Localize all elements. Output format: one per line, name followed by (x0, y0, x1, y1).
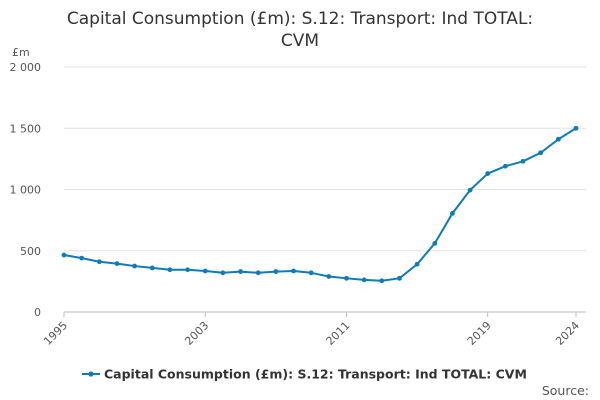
x-tick-label: 2011 (324, 319, 353, 348)
data-point[interactable] (308, 270, 314, 276)
y-axis-ticks: 0 500 1 000 1 500 2 000 (10, 61, 42, 319)
data-point[interactable] (520, 158, 526, 164)
x-tick-label: 1995 (41, 319, 70, 348)
data-point[interactable] (555, 136, 561, 142)
chart-title-line-1: Capital Consumption (£m): S.12: Transpor… (66, 9, 534, 29)
y-tick-label: 500 (20, 245, 41, 258)
y-tick-label: 0 (34, 306, 41, 319)
series-line (63, 127, 577, 282)
data-point[interactable] (79, 255, 85, 261)
data-point[interactable] (467, 187, 473, 193)
data-point[interactable] (132, 263, 138, 269)
data-point[interactable] (450, 210, 455, 216)
series-layer (61, 125, 579, 284)
y-axis-label: £m (12, 46, 30, 59)
data-point[interactable] (167, 267, 173, 273)
y-tick-label: 1 000 (10, 184, 42, 197)
data-point[interactable] (397, 275, 402, 281)
x-tick-label: 2024 (553, 319, 582, 348)
data-point[interactable] (414, 261, 420, 267)
data-point[interactable] (114, 261, 120, 267)
data-point[interactable] (202, 268, 208, 274)
chart-title-line-2: CVM (280, 31, 320, 51)
data-point[interactable] (220, 270, 226, 276)
data-point[interactable] (96, 259, 102, 265)
data-point[interactable] (344, 275, 349, 281)
legend-marker (88, 371, 94, 377)
x-tick-label: 2003 (182, 319, 211, 348)
x-axis-ticks: 1995 2003 2011 2019 2024 (41, 311, 586, 348)
y-tick-label: 1 500 (10, 122, 42, 135)
data-point[interactable] (255, 270, 261, 276)
legend-label: Capital Consumption (£m): S.12: Transpor… (104, 367, 527, 382)
data-point[interactable] (432, 241, 438, 246)
legend[interactable]: Capital Consumption (£m): S.12: Transpor… (82, 367, 527, 382)
data-point[interactable] (238, 269, 243, 274)
data-point[interactable] (379, 278, 385, 284)
data-point[interactable] (149, 265, 155, 271)
data-point[interactable] (502, 163, 508, 169)
x-tick-label: 2019 (465, 319, 494, 348)
data-point[interactable] (573, 125, 579, 131)
data-point[interactable] (361, 277, 367, 283)
data-point[interactable] (291, 268, 296, 274)
source-label: Source: (542, 383, 589, 398)
data-point[interactable] (538, 150, 544, 156)
data-point[interactable] (185, 267, 190, 273)
data-point[interactable] (326, 274, 332, 279)
data-point[interactable] (61, 252, 67, 258)
data-point[interactable] (273, 269, 279, 274)
data-point[interactable] (485, 171, 491, 176)
y-tick-label: 2 000 (10, 61, 42, 74)
